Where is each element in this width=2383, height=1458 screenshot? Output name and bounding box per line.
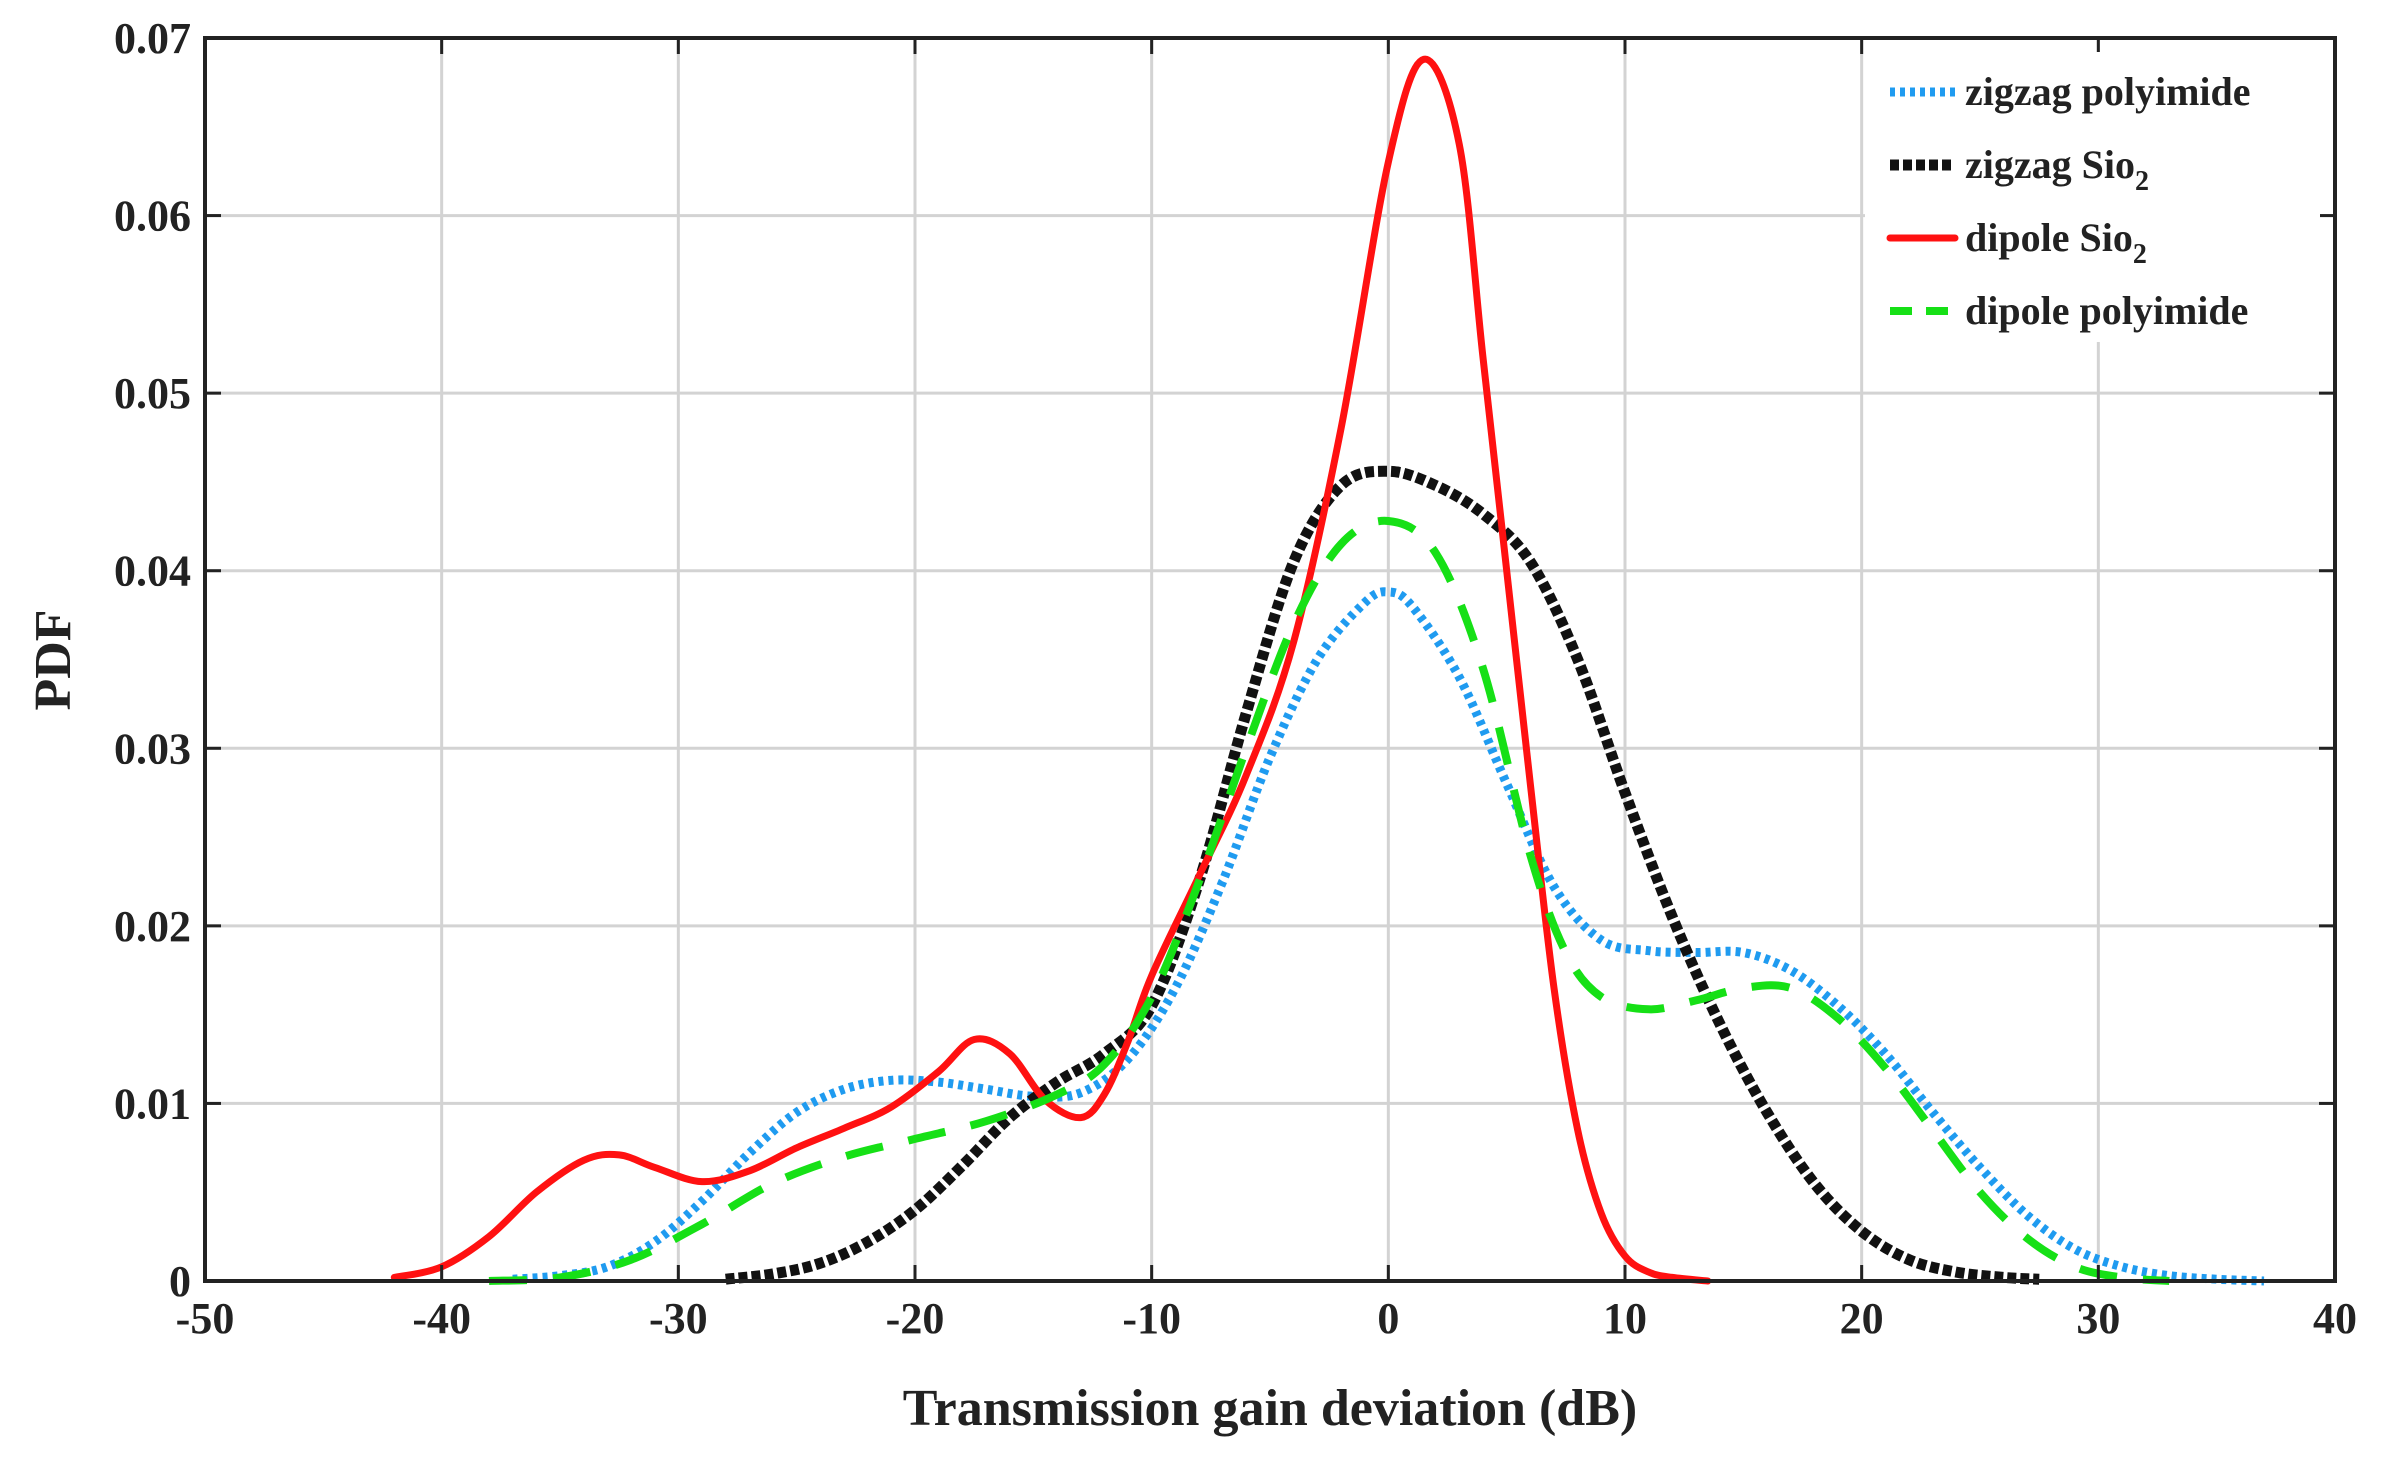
series-line-1 — [725, 465, 2040, 1285]
series-line-0 — [512, 587, 2265, 1286]
legend-label-subscript: 2 — [2135, 166, 2149, 197]
y-tick-label: 0.05 — [114, 369, 191, 418]
legend-label-subscript: 2 — [2133, 239, 2147, 270]
legend-box — [1865, 52, 2320, 342]
legend-label-text: dipole polyimide — [1965, 288, 2248, 333]
x-tick-label: -20 — [886, 1294, 945, 1343]
legend-label-2: dipole Sio2 — [1965, 215, 2147, 270]
y-axis-title: PDF — [25, 609, 82, 710]
series-line-3 — [488, 516, 2170, 1285]
y-tick-label: 0.06 — [114, 192, 191, 241]
axis-ticks: -50 -40 -30 -20 -10 0 10 20 30 40 0 0.01 0.02 0.03 0.0… — [114, 14, 2357, 1343]
y-tick-label: 0 — [169, 1257, 191, 1306]
legend-label-text: dipole Sio — [1965, 215, 2133, 260]
y-tick-label: 0.01 — [114, 1079, 191, 1128]
x-tick-label: -50 — [176, 1294, 235, 1343]
x-tick-label: 20 — [1840, 1294, 1884, 1343]
x-tick-label: 30 — [2076, 1294, 2120, 1343]
legend-label-0: zigzag polyimide — [1965, 69, 2251, 114]
y-tick-label: 0.04 — [114, 547, 191, 596]
x-tick-label: 40 — [2313, 1294, 2357, 1343]
plot-area-frame — [203, 36, 2337, 1283]
legend-label-text: zigzag polyimide — [1965, 69, 2251, 114]
x-tick-label: -30 — [649, 1294, 708, 1343]
x-tick-label: 0 — [1377, 1294, 1399, 1343]
y-tick-label: 0.02 — [114, 902, 191, 951]
y-tick-label: 0.07 — [114, 14, 191, 63]
x-axis-title: Transmission gain deviation (dB) — [903, 1380, 1637, 1437]
legend-label-text: zigzag Sio — [1965, 142, 2135, 187]
x-tick-label: 10 — [1603, 1294, 1647, 1343]
series-group — [390, 55, 2265, 1286]
legend-label-3: dipole polyimide — [1965, 288, 2248, 333]
series-line-2 — [390, 55, 1712, 1285]
x-tick-label: -10 — [1122, 1294, 1181, 1343]
y-tick-label: 0.03 — [114, 724, 191, 773]
legend-label-1: zigzag Sio2 — [1965, 142, 2149, 197]
x-tick-label: -40 — [412, 1294, 471, 1343]
